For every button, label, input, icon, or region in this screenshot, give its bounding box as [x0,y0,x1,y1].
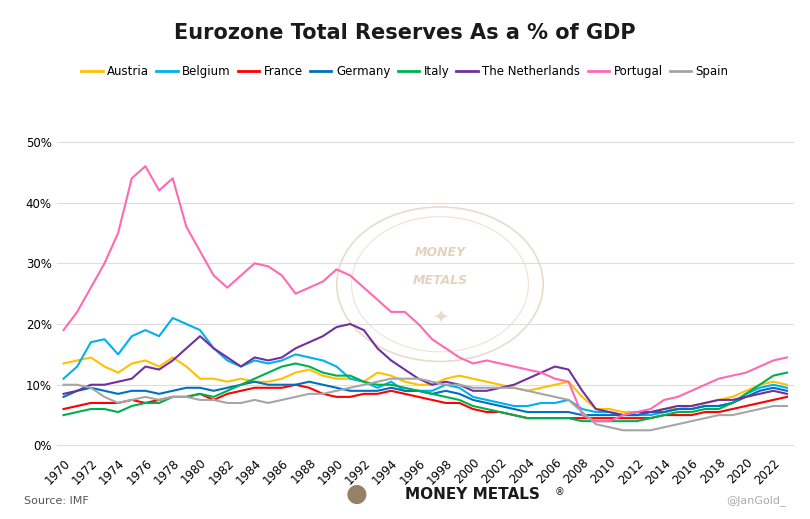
Text: METALS: METALS [412,275,467,288]
Text: ●: ● [345,482,368,506]
Text: ✦: ✦ [432,307,448,326]
Text: MONEY: MONEY [415,245,466,258]
Text: Eurozone Total Reserves As a % of GDP: Eurozone Total Reserves As a % of GDP [174,23,636,44]
Legend: Austria, Belgium, France, Germany, Italy, The Netherlands, Portugal, Spain: Austria, Belgium, France, Germany, Italy… [77,60,733,83]
Text: Source: IMF: Source: IMF [24,496,89,506]
Text: @JanGold_: @JanGold_ [726,495,786,506]
Text: MONEY METALS: MONEY METALS [405,487,540,502]
Text: ®: ® [555,487,565,497]
